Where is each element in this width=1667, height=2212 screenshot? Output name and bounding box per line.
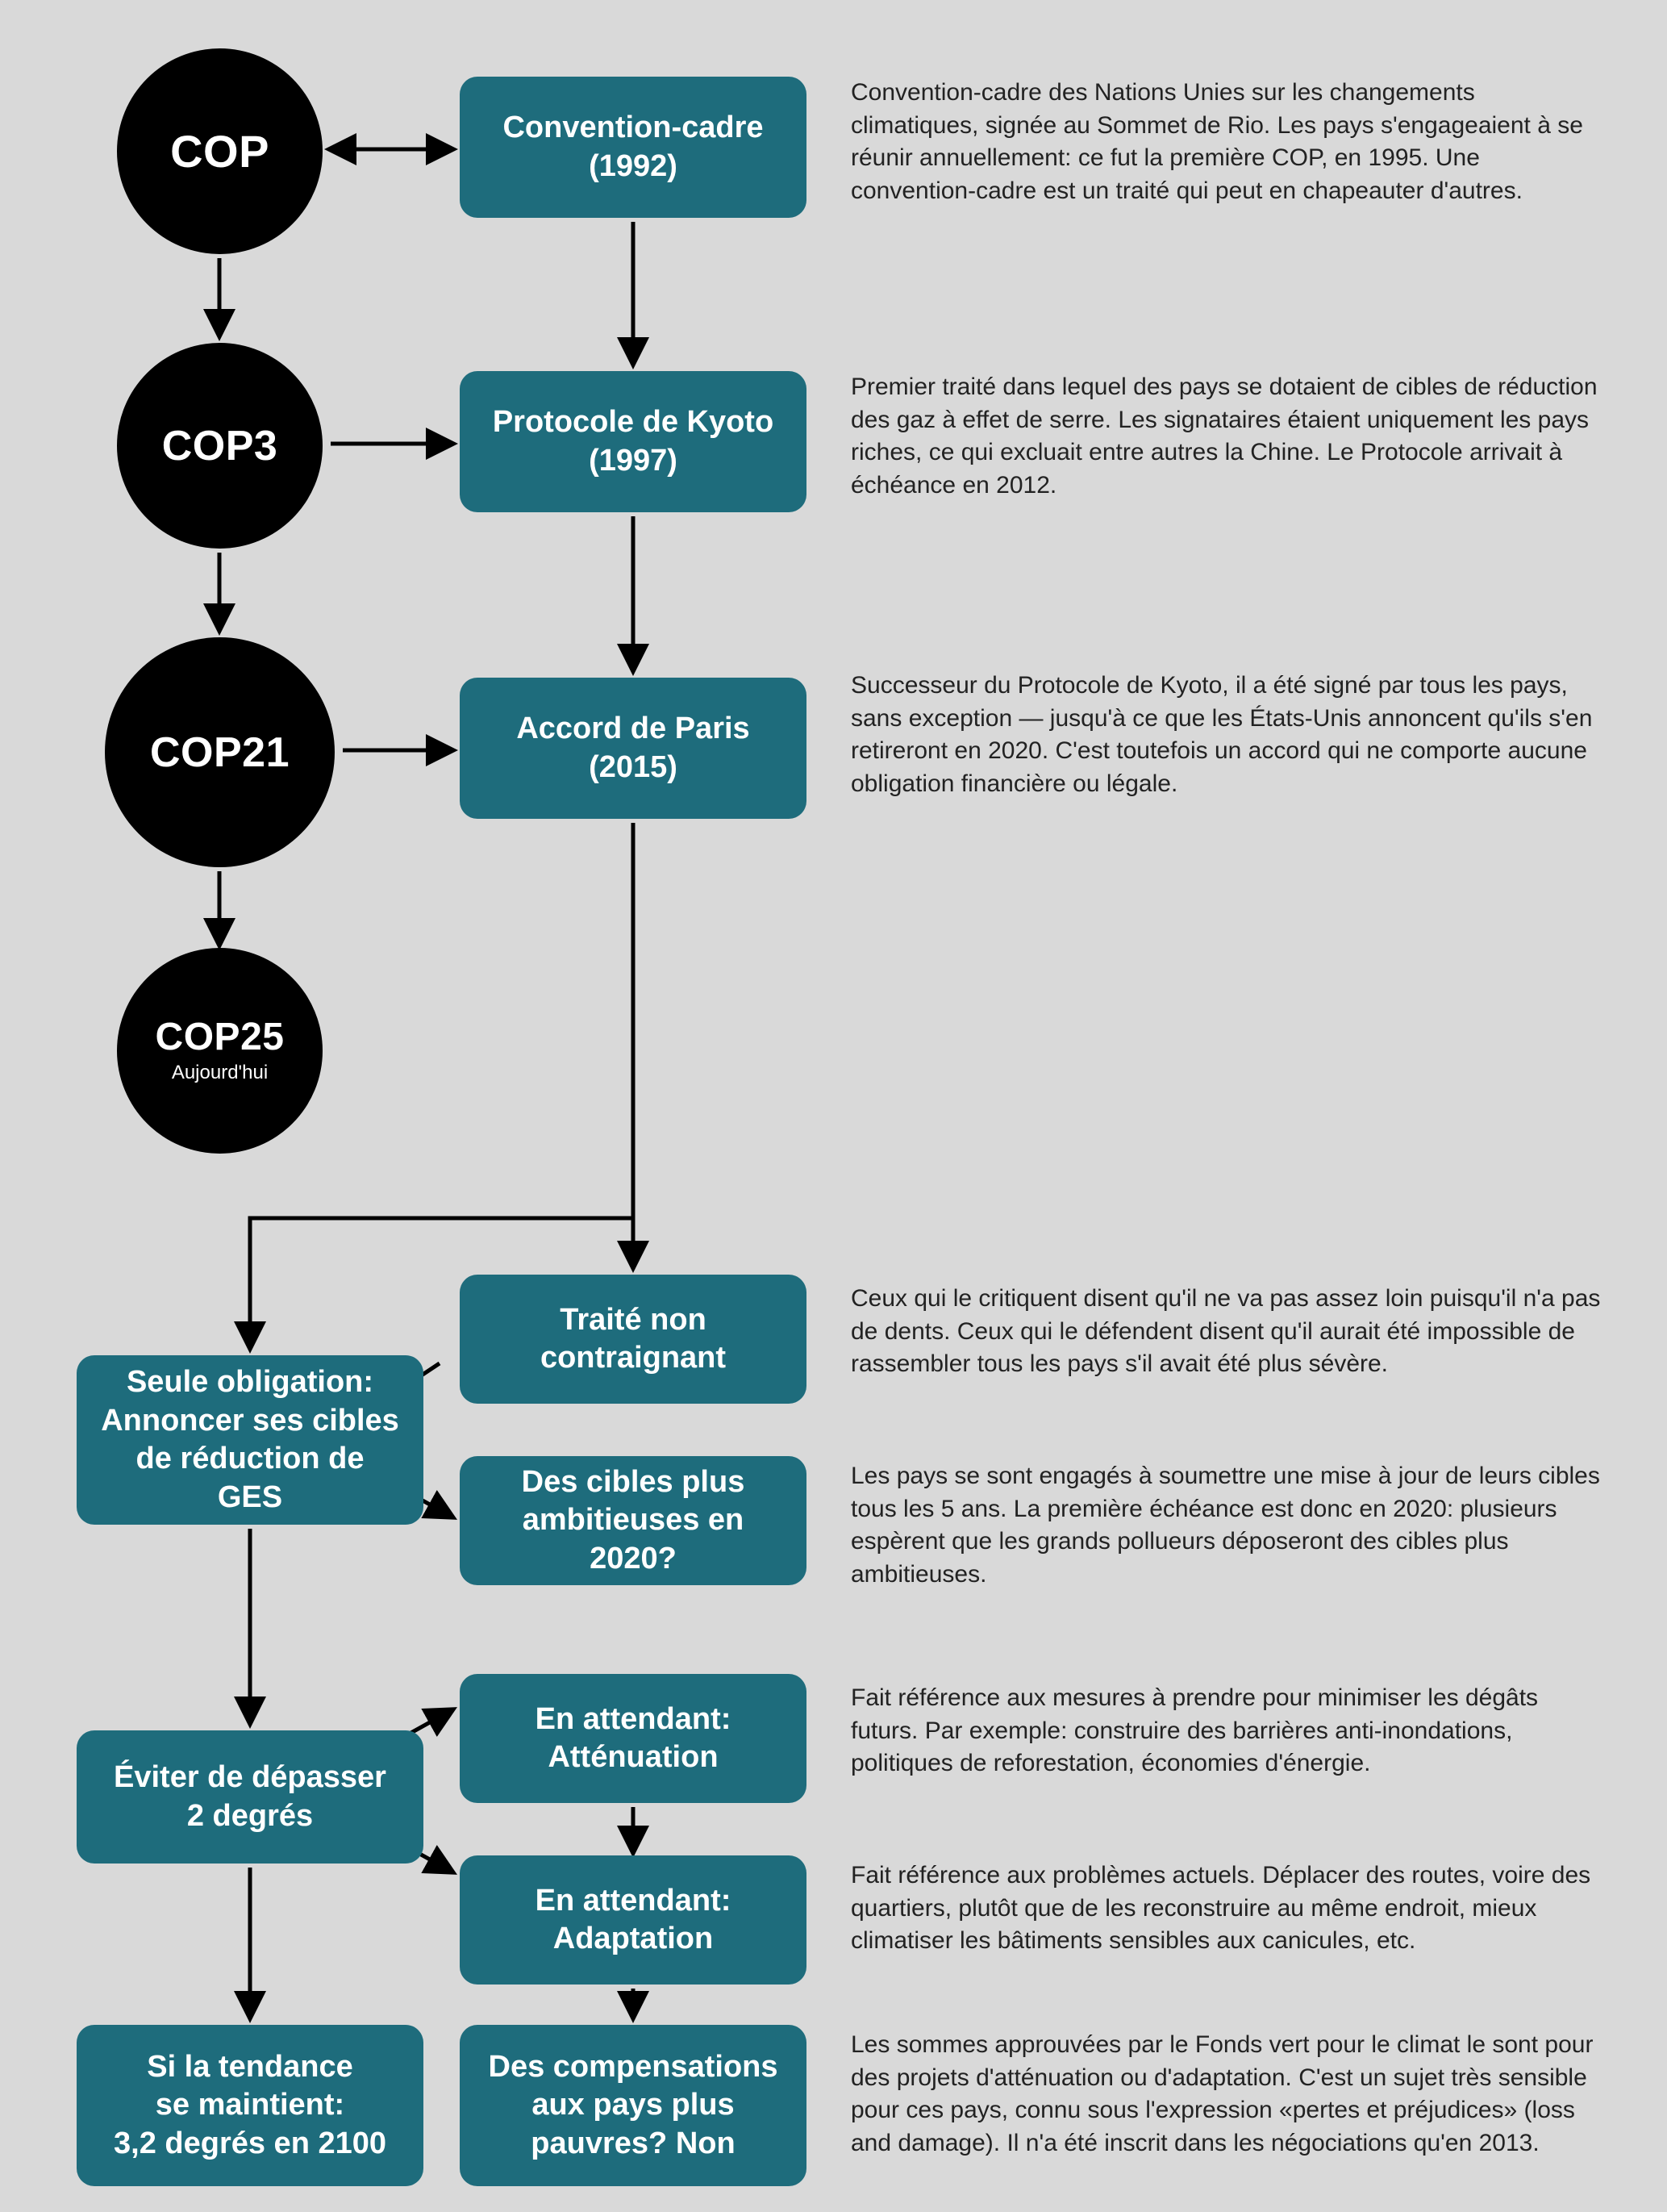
box-tendance-3-2: Si la tendancese maintient:3,2 degrés en… <box>77 2025 423 2186</box>
desc-non-contraignant: Ceux qui le critiquent disent qu'il ne v… <box>851 1283 1609 1381</box>
node-cop21: COP21 <box>105 637 335 867</box>
desc-kyoto: Premier traité dans lequel des pays se d… <box>851 371 1609 502</box>
desc-cibles-2020: Les pays se sont engagés à soumettre une… <box>851 1460 1609 1591</box>
box-compensations: Des compensationsaux pays pluspauvres? N… <box>460 2025 806 2186</box>
node-cop25-sub: Aujourd'hui <box>172 1062 268 1084</box>
node-cop: COP <box>117 48 323 254</box>
box-kyoto: Protocole de Kyoto(1997) <box>460 371 806 512</box>
box-seule-obligation: Seule obligation:Annoncer ses ciblesde r… <box>77 1355 423 1525</box>
box-convention-cadre: Convention-cadre(1992) <box>460 77 806 218</box>
node-cop21-label: COP21 <box>150 732 290 774</box>
box-non-contraignant: Traité noncontraignant <box>460 1275 806 1404</box>
desc-paris: Successeur du Protocole de Kyoto, il a é… <box>851 670 1609 800</box>
node-cop3: COP3 <box>117 343 323 549</box>
box-attenuation: En attendant:Atténuation <box>460 1674 806 1803</box>
node-cop25-label: COP25 <box>156 1018 285 1057</box>
desc-convention: Convention-cadre des Nations Unies sur l… <box>851 77 1609 207</box>
desc-adaptation: Fait référence aux problèmes actuels. Dé… <box>851 1859 1609 1958</box>
node-cop3-label: COP3 <box>162 425 278 467</box>
desc-compensations: Les sommes approuvées par le Fonds vert … <box>851 2029 1609 2160</box>
box-paris: Accord de Paris(2015) <box>460 678 806 819</box>
box-2-degres: Éviter de dépasser2 degrés <box>77 1730 423 1864</box>
box-adaptation: En attendant:Adaptation <box>460 1855 806 1985</box>
desc-attenuation: Fait référence aux mesures à prendre pou… <box>851 1682 1609 1780</box>
box-cibles-2020: Des cibles plusambitieuses en 2020? <box>460 1456 806 1585</box>
node-cop-label: COP <box>170 129 269 174</box>
node-cop25: COP25 Aujourd'hui <box>117 948 323 1154</box>
